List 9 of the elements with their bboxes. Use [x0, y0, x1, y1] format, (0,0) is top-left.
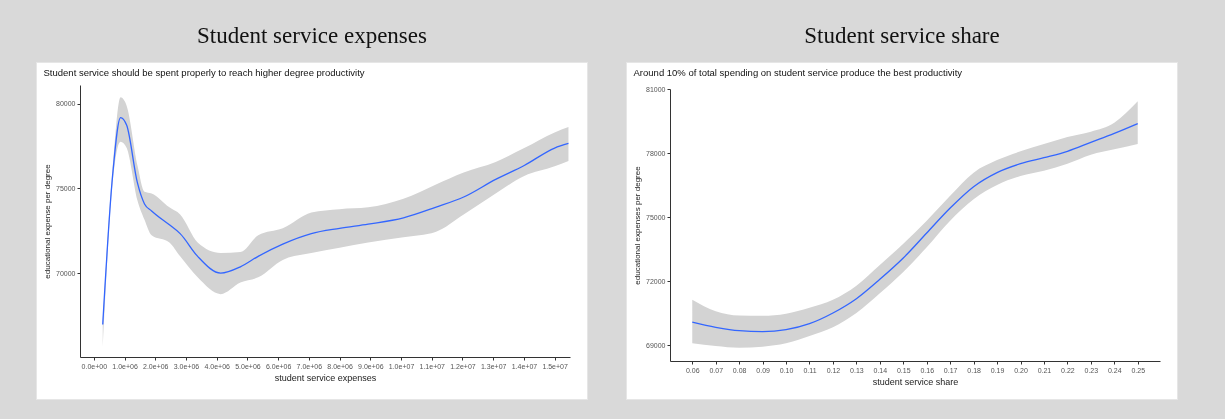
chart-subtitle: Student service should be spent properly to reach higher degree productivity	[43, 66, 365, 78]
chart-subtitle: Around 10% of total spending on student service produce the best productivity	[633, 66, 963, 78]
chart-title: Student service expenses	[196, 22, 428, 50]
line-series	[102, 116, 570, 326]
chart-title: Student service share	[803, 22, 1001, 50]
y-axis-title: educational expense per degree	[43, 163, 53, 279]
y-axis-title: educational expenses per degree	[633, 165, 643, 285]
x-axis-title: student service expenses	[274, 372, 377, 383]
x-axis-title: student service share	[872, 376, 959, 387]
